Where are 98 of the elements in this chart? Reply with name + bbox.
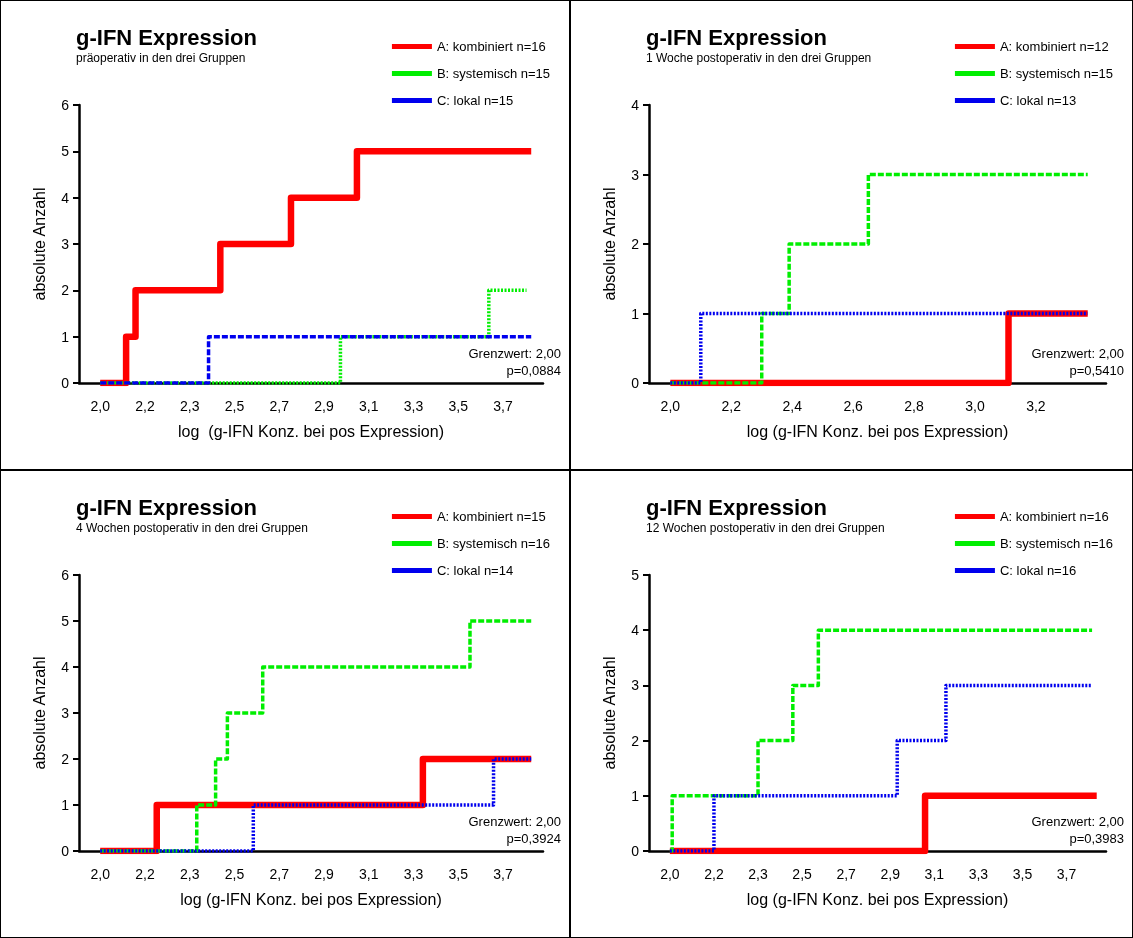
legend-label: A: kombiniert n=15 bbox=[436, 509, 546, 524]
x-tick-label: 3,7 bbox=[493, 866, 513, 882]
x-axis-title: log (g-IFN Konz. bei pos Expression) bbox=[180, 890, 442, 908]
x-tick-label: 2,0 bbox=[660, 866, 680, 882]
annotation: Grenzwert: 2,00 bbox=[468, 814, 561, 829]
x-tick-label: 3,1 bbox=[358, 866, 379, 882]
annotation: Grenzwert: 2,00 bbox=[1031, 346, 1124, 361]
x-tick-label: 3,1 bbox=[924, 866, 945, 882]
x-tick-label: 2,9 bbox=[314, 866, 334, 882]
y-tick-label: 6 bbox=[61, 97, 70, 113]
legend-label: C: lokal n=13 bbox=[999, 93, 1077, 108]
x-tick-label: 3,3 bbox=[968, 866, 989, 882]
annotation: Grenzwert: 2,00 bbox=[1031, 814, 1124, 829]
x-tick-label: 2,0 bbox=[90, 866, 111, 882]
x-tick-label: 2,2 bbox=[721, 398, 742, 414]
x-tick-label: 2,3 bbox=[748, 866, 768, 882]
x-tick-label: 3,3 bbox=[403, 398, 424, 414]
annotation: p=0,0884 bbox=[506, 363, 561, 378]
y-tick-label: 2 bbox=[61, 282, 70, 299]
chart-subtitle: präoperativ in den drei Gruppen bbox=[76, 51, 246, 65]
x-tick-label: 2,5 bbox=[792, 866, 813, 882]
y-tick-label: 3 bbox=[631, 166, 640, 183]
x-tick-label: 2,3 bbox=[179, 866, 200, 882]
chart-title: g-IFN Expression bbox=[76, 24, 257, 50]
x-tick-label: 2,4 bbox=[782, 398, 803, 414]
x-tick-label: 2,2 bbox=[135, 398, 155, 414]
x-tick-label: 2,3 bbox=[179, 398, 200, 414]
y-tick-label: 0 bbox=[631, 375, 640, 391]
legend-label: B: systemisch n=15 bbox=[999, 66, 1113, 81]
x-tick-label: 3,5 bbox=[1012, 866, 1033, 882]
y-tick-label: 4 bbox=[61, 659, 70, 675]
legend-label: A: kombiniert n=16 bbox=[436, 39, 546, 54]
legend-label: A: kombiniert n=12 bbox=[999, 39, 1109, 54]
x-tick-label: 2,6 bbox=[843, 398, 864, 414]
x-axis-title: log (g-IFN Konz. bei pos Expression) bbox=[746, 890, 1009, 908]
legend-label: B: systemisch n=16 bbox=[999, 536, 1113, 551]
x-tick-label: 2,9 bbox=[314, 398, 334, 414]
x-tick-label: 2,0 bbox=[660, 398, 681, 414]
y-tick-label: 2 bbox=[61, 751, 70, 767]
y-tick-label: 3 bbox=[61, 236, 70, 252]
y-tick-label: 1 bbox=[631, 787, 640, 804]
x-tick-label: 3,0 bbox=[965, 398, 985, 414]
x-tick-label: 3,5 bbox=[448, 398, 469, 414]
chart-subtitle: 4 Wochen postoperativ in den drei Gruppen bbox=[76, 521, 308, 535]
legend-label: B: systemisch n=16 bbox=[436, 536, 550, 551]
y-tick-label: 3 bbox=[631, 677, 640, 694]
legend-label: C: lokal n=15 bbox=[436, 93, 514, 108]
x-tick-label: 2,9 bbox=[880, 866, 901, 882]
legend-label: B: systemisch n=15 bbox=[436, 66, 550, 81]
x-tick-label: 2,5 bbox=[224, 398, 245, 414]
y-tick-label: 4 bbox=[61, 189, 70, 206]
legend-label: C: lokal n=14 bbox=[436, 563, 514, 578]
y-tick-label: 0 bbox=[61, 843, 70, 859]
x-tick-label: 2,7 bbox=[269, 398, 290, 414]
x-tick-label: 3,5 bbox=[448, 866, 469, 882]
x-tick-label: 3,7 bbox=[493, 398, 513, 414]
y-axis-title: absolute Anzahl bbox=[600, 187, 618, 301]
x-axis-title: log (g-IFN Konz. bei pos Expression) bbox=[746, 422, 1009, 440]
chart-title: g-IFN Expression bbox=[76, 494, 257, 520]
y-tick-label: 0 bbox=[61, 375, 70, 391]
x-tick-label: 2,0 bbox=[90, 398, 111, 414]
x-axis-title: log (g-IFN Konz. bei pos Expression) bbox=[178, 422, 444, 440]
y-tick-label: 6 bbox=[61, 567, 70, 583]
y-tick-label: 1 bbox=[61, 328, 70, 345]
y-tick-label: 5 bbox=[61, 613, 70, 629]
x-tick-label: 2,7 bbox=[836, 866, 857, 882]
chart-title: g-IFN Expression bbox=[646, 24, 827, 50]
legend-label: A: kombiniert n=16 bbox=[999, 509, 1109, 524]
x-tick-label: 2,2 bbox=[135, 866, 155, 882]
y-tick-label: 4 bbox=[631, 622, 640, 639]
annotation: Grenzwert: 2,00 bbox=[468, 346, 561, 361]
annotation: p=0,3983 bbox=[1069, 831, 1124, 846]
x-tick-label: 2,2 bbox=[704, 866, 724, 882]
chart-subtitle: 1 Woche postoperativ in den drei Gruppen bbox=[646, 51, 872, 65]
x-tick-label: 3,3 bbox=[403, 866, 424, 882]
y-tick-label: 1 bbox=[631, 305, 640, 322]
x-tick-label: 3,1 bbox=[358, 398, 379, 414]
y-tick-label: 2 bbox=[631, 732, 640, 749]
annotation: p=0,5410 bbox=[1069, 363, 1124, 378]
annotation: p=0,3924 bbox=[506, 831, 561, 846]
y-axis-title: absolute Anzahl bbox=[30, 187, 48, 301]
y-tick-label: 5 bbox=[631, 567, 640, 583]
x-tick-label: 3,2 bbox=[1026, 398, 1046, 414]
y-axis-title: absolute Anzahl bbox=[30, 656, 48, 770]
x-tick-label: 2,5 bbox=[224, 866, 245, 882]
chart-title: g-IFN Expression bbox=[646, 494, 827, 520]
y-axis-title: absolute Anzahl bbox=[600, 656, 618, 770]
x-tick-label: 2,7 bbox=[269, 866, 290, 882]
y-tick-label: 3 bbox=[61, 705, 70, 721]
y-tick-label: 5 bbox=[61, 143, 70, 160]
chart-subtitle: 12 Wochen postoperativ in den drei Gruppen bbox=[646, 521, 885, 535]
y-tick-label: 0 bbox=[631, 843, 640, 859]
y-tick-label: 4 bbox=[631, 97, 640, 113]
x-tick-label: 3,7 bbox=[1056, 866, 1077, 882]
legend-label: C: lokal n=16 bbox=[999, 563, 1077, 578]
y-tick-label: 1 bbox=[61, 797, 70, 813]
x-tick-label: 2,8 bbox=[904, 398, 924, 414]
y-tick-label: 2 bbox=[631, 236, 640, 252]
